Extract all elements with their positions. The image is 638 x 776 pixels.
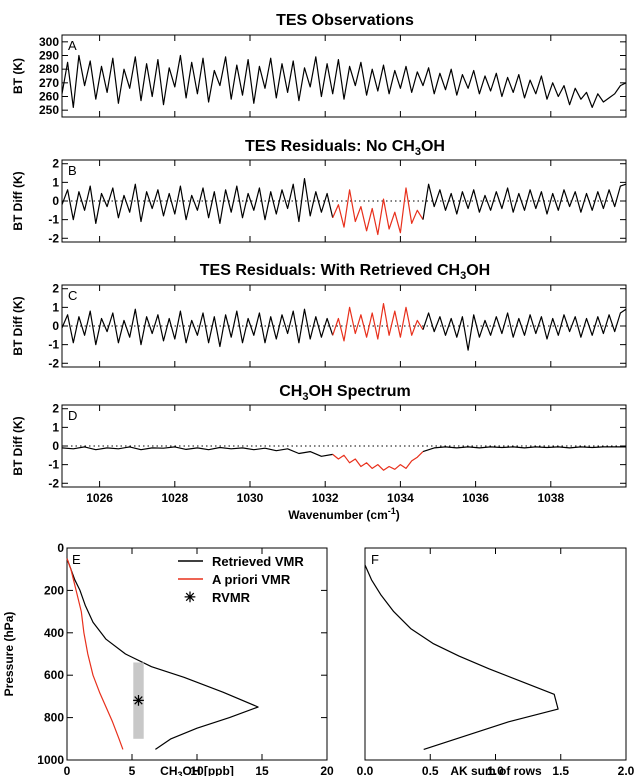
panel-e-ytick-label: 0: [57, 541, 64, 555]
panel-e-series-1: [66, 558, 124, 750]
panel-f-xlabel: AK sum of rows: [450, 764, 542, 776]
panel-f-xtick-label: 2.0: [618, 764, 635, 776]
panel-d-ytick-label: -1: [48, 458, 59, 472]
panel-f-frame: [364, 547, 627, 761]
panel-d-xlabel: Wavenumber (cm-1): [288, 506, 400, 522]
legend-retrieved-label: Retrieved VMR: [212, 554, 304, 569]
panel-c-ylabel: BT Diff (K): [11, 296, 25, 355]
panel-d-ylabel: BT Diff (K): [11, 416, 25, 475]
panel-d-series-2: [422, 446, 626, 453]
panel-a-ytick-label: 250: [39, 103, 59, 117]
panel-a-ytick-label: 270: [39, 76, 59, 90]
panel-a-ytick-label: 260: [39, 90, 59, 104]
panel-b-ytick-label: 2: [52, 157, 59, 171]
panel-d-xtick-label: 1032: [312, 491, 339, 505]
panel-c-frame: [61, 284, 627, 368]
panel-b-series-2: [422, 183, 627, 220]
panel-b-ytick-label: 0: [52, 194, 59, 208]
panel-c-series-0: [61, 308, 334, 348]
panel-b-letter: B: [68, 163, 77, 178]
panel-e-ytick-label: 400: [44, 626, 64, 640]
panel-d-xtick-label: 1030: [237, 491, 264, 505]
panel-d-series-0: [61, 446, 333, 457]
panel-d-xtick-label: 1034: [387, 491, 414, 505]
panel-d-ytick-label: 2: [52, 402, 59, 416]
panel-d-plot: 2 1 0 -1 -2 1026 1028 1030 1032 1034 1036 1038: [48, 402, 626, 505]
panel-e-legend: Retrieved VMR A priori VMR ✳ RVMR: [178, 554, 304, 605]
panel-d-title: CH3OH Spectrum: [279, 383, 410, 403]
panel-c-series-1: [332, 303, 424, 342]
panel-f-series-0: [364, 564, 559, 750]
panel-e-letter: E: [72, 552, 81, 567]
panel-e-xtick-label: 5: [129, 764, 136, 776]
panel-c-ytick-label: -1: [48, 338, 59, 352]
panel-d-ytick-label: 1: [52, 420, 59, 434]
panel-b-title: TES Residuals: No CH3OH: [245, 138, 445, 158]
panel-f-xtick-label: 1.5: [552, 764, 569, 776]
panel-a-title: TES Observations: [276, 12, 414, 29]
panel-f-letter: F: [371, 552, 379, 567]
panel-d-ytick-label: -2: [48, 476, 59, 490]
panel-b-series-0: [61, 178, 334, 224]
panel-c-letter: C: [68, 288, 77, 303]
panel-b-series-1: [332, 187, 424, 236]
panel-a-ytick-label: 300: [39, 35, 59, 49]
panel-a-ylabel: BT (K): [11, 58, 25, 94]
panel-c-ytick-label: 2: [52, 282, 59, 296]
panel-e-series-0: [66, 558, 259, 750]
panel-a-ytick-label: 290: [39, 49, 59, 63]
panel-e-xtick-label: 15: [255, 764, 269, 776]
panel-d-series-1: [332, 451, 424, 471]
panel-e-ytick-label: 200: [44, 583, 64, 597]
panel-d-xtick-label: 1028: [161, 491, 188, 505]
panel-e-ytick-label: 1000: [37, 753, 64, 767]
panel-c-series-2: [422, 308, 627, 351]
panel-f-xtick-label: 1.0: [487, 764, 504, 776]
legend-rvmr-marker: ✳: [184, 589, 196, 605]
panel-d-xtick-label: 1036: [462, 491, 489, 505]
panel-f-plot: 0.0 0.5 1.0 1.5 2.0: [357, 548, 635, 776]
panel-c-ytick-label: 1: [52, 300, 59, 314]
panel-c-ytick-label: 0: [52, 319, 59, 333]
panel-f-xtick-label: 0.0: [357, 764, 374, 776]
panel-c-ytick-label: -2: [48, 356, 59, 370]
panel-e-xtick-label: 10: [190, 764, 204, 776]
panel-d-frame: [61, 404, 627, 488]
panel-d-ytick-label: 0: [52, 439, 59, 453]
legend-apriori-label: A priori VMR: [212, 572, 291, 587]
panel-d-xtick-label: 1038: [537, 491, 564, 505]
legend-rvmr-label: RVMR: [212, 590, 251, 605]
panel-e-ylabel: Pressure (hPa): [2, 612, 16, 697]
panel-a-frame: [61, 34, 627, 118]
panel-d-xtick-label: 1026: [86, 491, 113, 505]
panel-e-xlabel: CH3OH [ppb]: [160, 764, 234, 776]
rvmr-point: ✳: [133, 693, 145, 709]
panel-b-ytick-label: -1: [48, 213, 59, 227]
panel-d-letter: D: [68, 408, 77, 423]
panel-a-series-0: [61, 54, 627, 109]
panel-e-ytick-label: 800: [44, 711, 64, 725]
panel-b-ytick-label: -2: [48, 231, 59, 245]
panel-e-xtick-label: 20: [320, 764, 334, 776]
panel-a-letter: A: [68, 38, 77, 53]
panel-e-xtick-label: 0: [64, 764, 71, 776]
panel-e-ytick-label: 600: [44, 668, 64, 682]
panel-c-title: TES Residuals: With Retrieved CH3OH: [200, 262, 490, 282]
panel-c-plot: 2 1 0 -1 -2: [48, 282, 627, 370]
panel-f-xtick-label: 0.5: [422, 764, 439, 776]
panel-b-frame: [61, 159, 627, 243]
rvmr-range-box: [133, 662, 144, 739]
panel-b-ytick-label: 1: [52, 175, 59, 189]
panel-b-ylabel: BT Diff (K): [11, 171, 25, 230]
panel-b-plot: 2 1 0 -1 -2: [48, 157, 627, 245]
panel-a-ytick-label: 280: [39, 62, 59, 76]
